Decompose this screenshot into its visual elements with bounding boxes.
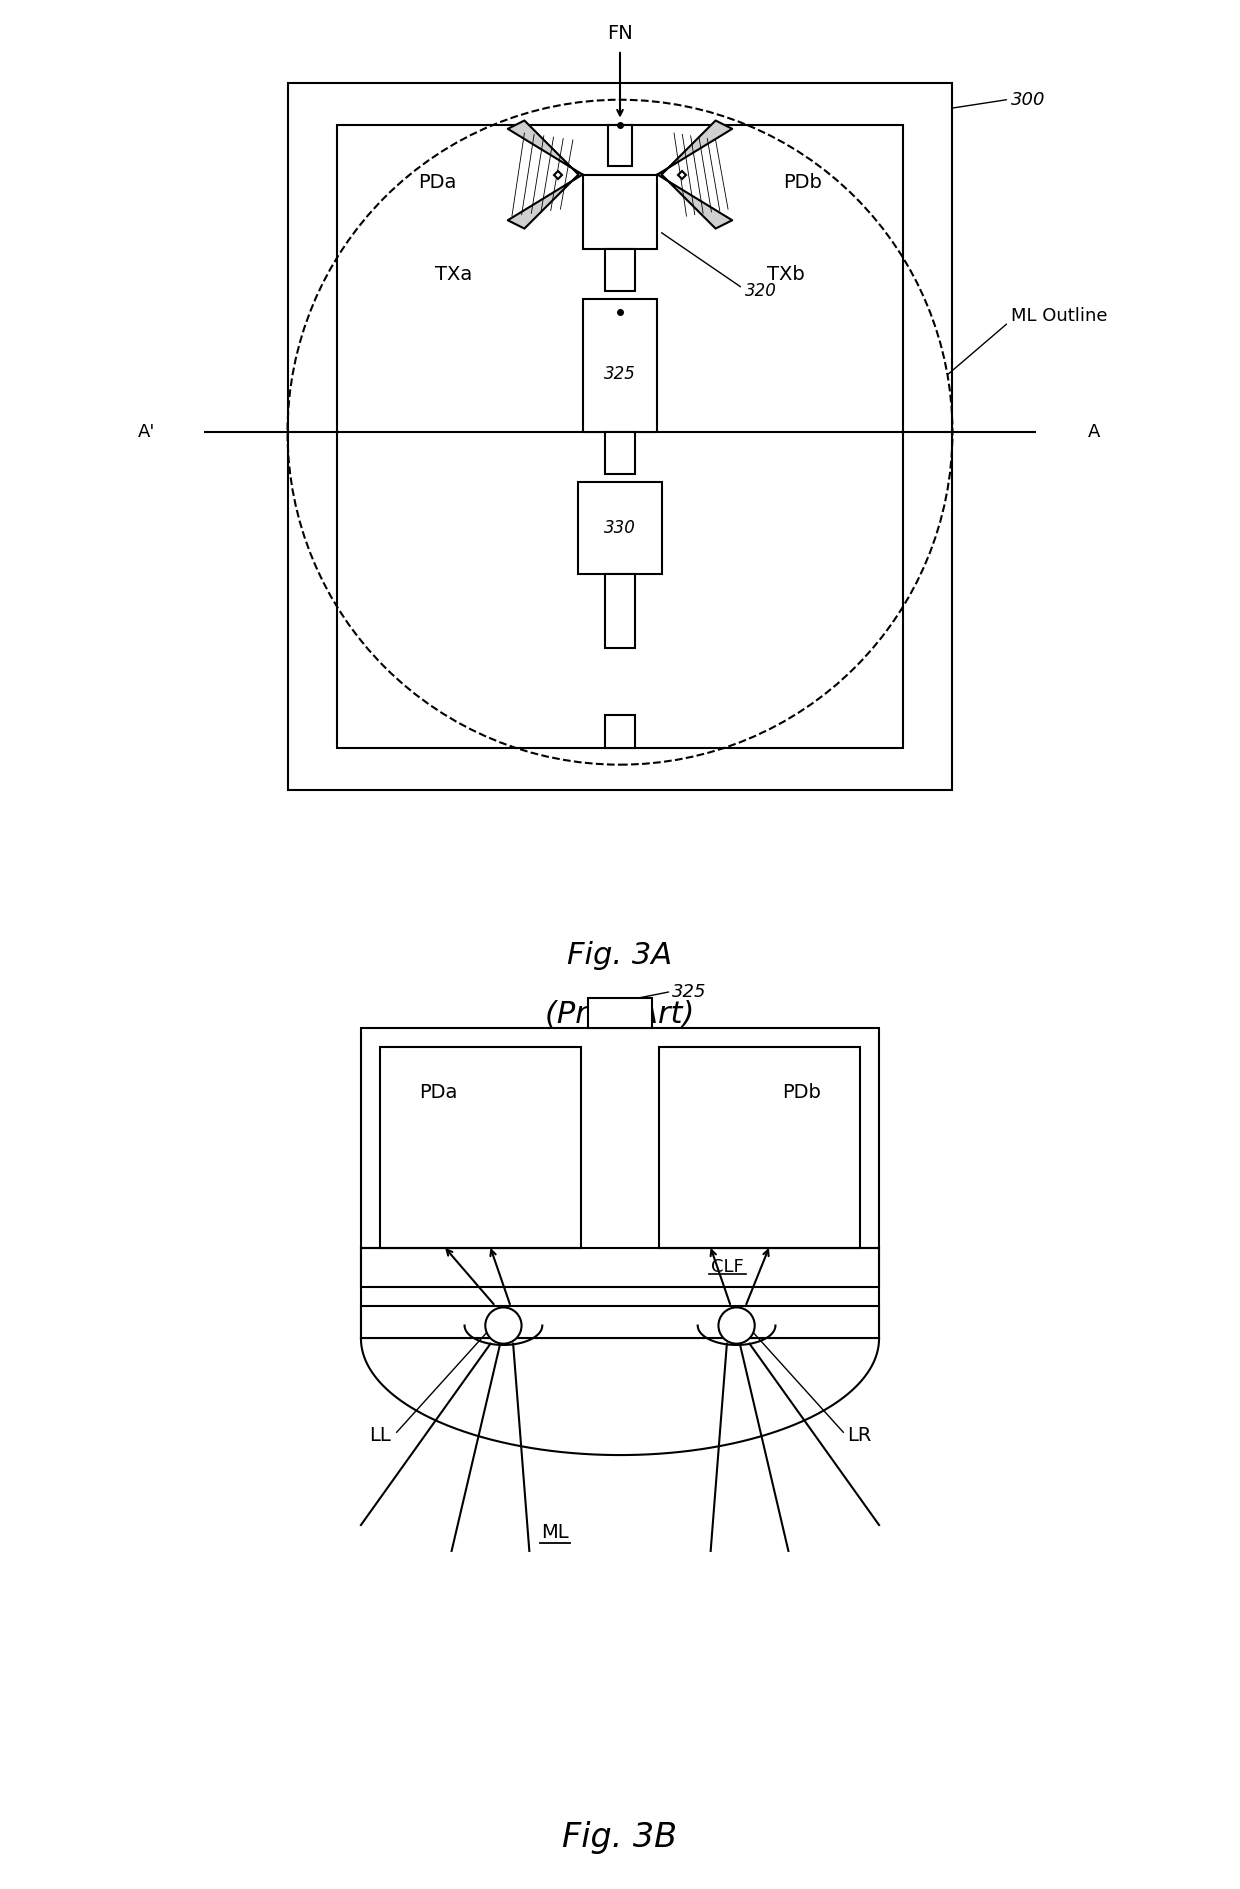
Bar [578,482,662,574]
Bar [337,125,903,748]
Text: 330: 330 [604,519,636,536]
Bar [605,249,635,291]
Circle shape [485,1307,522,1343]
Text: (Prior Art): (Prior Art) [546,999,694,1028]
Polygon shape [508,121,583,229]
Text: ML Outline: ML Outline [1011,306,1107,325]
Text: CLF: CLF [711,1258,744,1277]
Text: ML: ML [542,1523,569,1541]
Bar [605,574,635,648]
Text: LR: LR [847,1426,872,1445]
Bar [658,1047,859,1249]
Text: TXb: TXb [768,264,805,283]
Text: PDb: PDb [784,174,822,193]
Text: PDa: PDa [418,174,456,193]
Bar [583,298,657,433]
Bar [361,1249,879,1286]
Bar [361,1305,879,1339]
Circle shape [718,1307,755,1343]
Text: 325: 325 [672,982,707,1001]
Polygon shape [657,121,732,229]
Text: 300: 300 [1011,91,1045,110]
Text: TXa: TXa [435,264,472,283]
Text: 325: 325 [604,365,636,383]
Text: A: A [1087,423,1100,442]
Bar [588,999,652,1028]
Bar [608,125,632,166]
Text: Fig. 3A: Fig. 3A [568,941,672,971]
Text: PDa: PDa [419,1082,458,1101]
Bar [381,1047,582,1249]
Text: A': A' [138,423,155,442]
Text: LL: LL [370,1426,392,1445]
Text: FN: FN [608,25,632,43]
Bar [361,1028,879,1339]
Text: Fig. 3B: Fig. 3B [563,1821,677,1853]
Bar [605,433,635,474]
Bar [605,714,635,748]
Text: 320: 320 [745,281,776,300]
Text: PDb: PDb [782,1082,821,1101]
Bar [583,174,657,249]
Bar [288,83,952,790]
